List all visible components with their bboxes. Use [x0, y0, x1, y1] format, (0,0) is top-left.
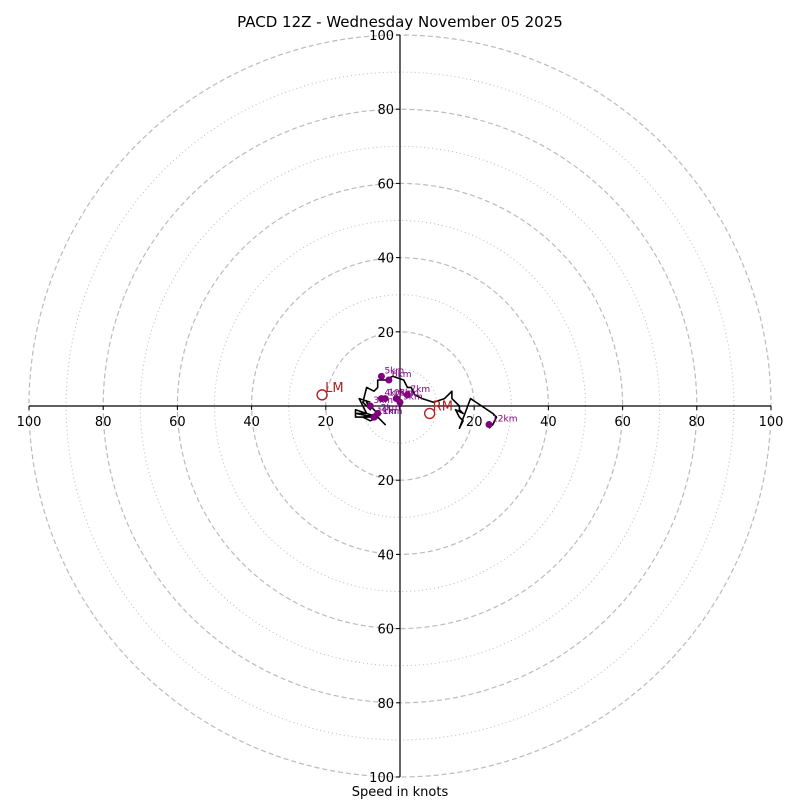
height-marker-label: 4km [384, 389, 404, 399]
height-marker-label: 2km [381, 403, 401, 413]
height-marker-point [485, 421, 493, 429]
tick-label-bottom: 20 [377, 474, 394, 489]
height-marker-point [381, 395, 389, 403]
height-marker-label: 8km [399, 389, 419, 399]
tick-label-left: 100 [17, 415, 42, 430]
height-marker-label: 5km [384, 366, 404, 376]
height-marker-label: 7km [410, 385, 430, 395]
height-marker-label: 1km [377, 407, 397, 417]
storm-motion-point [316, 389, 328, 401]
storm-motion-label: RM [433, 399, 453, 414]
storm-motion-point [423, 407, 436, 420]
tick-label-left: 80 [95, 415, 112, 430]
tick-label-right: 40 [540, 415, 557, 430]
tick-labels: 100 80 60 40 20 20 40 60 80 100 20 40 60 80 100 20 40 60 8… [17, 29, 784, 786]
tick-label-left: 20 [318, 415, 335, 430]
height-marker-label: 11km [377, 407, 402, 417]
tick-label-top: 20 [377, 326, 394, 341]
height-marker-point [377, 372, 385, 380]
tick-label-right: 60 [614, 415, 631, 430]
tick-label-top: 60 [377, 177, 394, 192]
tick-label-bottom: 40 [377, 548, 394, 563]
storm-motion-label: LM [325, 381, 343, 396]
height-marker-point [403, 391, 411, 399]
tick-label-top: 40 [377, 252, 394, 267]
hodograph-trace [354, 375, 498, 430]
tick-label-right: 100 [759, 415, 784, 430]
tick-label-left: 40 [243, 415, 260, 430]
tick-label-top: 80 [377, 103, 394, 118]
tick-label-bottom: 100 [369, 771, 394, 786]
chart-title: PACD 12Z - Wednesday November 05 2025 [237, 13, 563, 31]
tick-label-right: 80 [689, 415, 706, 430]
tick-label-left: 60 [169, 415, 186, 430]
hodograph-trace-group [354, 375, 498, 430]
height-markers: 1km2km3km4km5km6km7km8km9km10km11km12km [366, 366, 517, 429]
tick-label-bottom: 80 [377, 697, 394, 712]
tick-label-bottom: 60 [377, 623, 394, 638]
height-marker-label: 10km [388, 389, 413, 399]
storm-motion-markers: LM RM [316, 381, 453, 420]
height-marker-point [366, 402, 374, 410]
height-marker-label: 9km [403, 392, 423, 402]
x-axis-label: Speed in knots [352, 785, 449, 800]
axes [29, 35, 771, 777]
tick-label-right: 20 [466, 415, 483, 430]
height-marker-point [396, 398, 404, 406]
height-marker-label: 6km [392, 370, 412, 380]
height-marker-label: 12km [492, 415, 517, 425]
height-marker-point [370, 413, 378, 421]
tick-label-top: 100 [369, 29, 394, 44]
height-marker-point [385, 376, 393, 384]
